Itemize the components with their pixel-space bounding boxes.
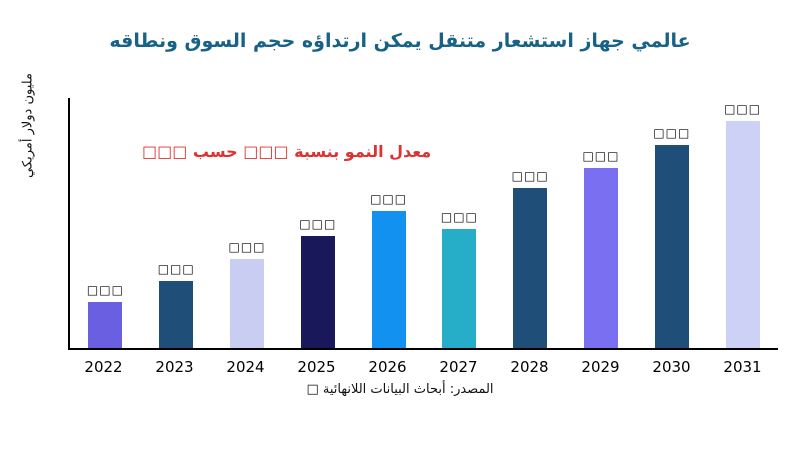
- bar: [583, 168, 618, 348]
- x-tick-label: 2025: [297, 358, 336, 376]
- bar-value-label: □□□: [582, 149, 620, 163]
- x-tick-label: 2030: [652, 358, 691, 376]
- bar-value-label: □□□: [299, 217, 337, 231]
- bar-value-label: □□□: [86, 283, 124, 297]
- bar-value-label: □□□: [440, 210, 478, 224]
- bar: [725, 121, 760, 348]
- bar: [229, 259, 264, 348]
- bar-value-label: □□□: [228, 240, 266, 254]
- x-tick-label: 2029: [581, 358, 620, 376]
- bar-value-label: □□□: [724, 102, 762, 116]
- y-axis-label: مليون دولار أمريكي: [20, 73, 36, 178]
- x-tick-label: 2024: [226, 358, 265, 376]
- bar-column: □□□: [212, 240, 283, 348]
- bar-value-label: □□□: [157, 262, 195, 276]
- source-attribution: المصدر: أبحاث البيانات اللانهائية □: [306, 382, 494, 397]
- bar: [88, 302, 123, 348]
- bar-value-label: □□□: [370, 192, 408, 206]
- x-axis-ticks: 2022 2023 2024 2025 2026 2027 2028 2029 2030 2031: [68, 358, 778, 376]
- chart-zone: معدل النمو بنسبة □□□ حسب □□□ □□□ □□□ □□□ □□…: [68, 98, 778, 376]
- growth-rate-annotation: معدل النمو بنسبة □□□ حسب □□□: [142, 142, 432, 161]
- bar-column: □□□: [707, 102, 778, 348]
- x-tick-label: 2023: [155, 358, 194, 376]
- plot-area: معدل النمو بنسبة □□□ حسب □□□ □□□ □□□ □□□ □□…: [68, 98, 778, 350]
- bar-column: □□□: [424, 210, 495, 348]
- bar-column: □□□: [495, 169, 566, 348]
- bar-value-label: □□□: [653, 126, 691, 140]
- bar-value-label: □□□: [511, 169, 549, 183]
- x-tick-label: 2022: [84, 358, 123, 376]
- bar-column: □□□: [141, 262, 212, 348]
- bar: [513, 188, 548, 348]
- bar-column: □□□: [282, 217, 353, 348]
- bar: [442, 229, 477, 348]
- bar: [654, 145, 689, 348]
- bar: [159, 281, 194, 348]
- x-tick-label: 2026: [368, 358, 407, 376]
- bar-column: □□□: [566, 149, 637, 348]
- bar-column: □□□: [636, 126, 707, 348]
- bar: [371, 211, 406, 348]
- x-tick-label: 2028: [510, 358, 549, 376]
- bar: [300, 236, 335, 348]
- bar-column: □□□: [70, 283, 141, 348]
- bar-column: □□□: [353, 192, 424, 348]
- x-tick-label: 2027: [439, 358, 478, 376]
- chart-title: عالمي جهاز استشعار متنقل يمكن ارتداؤه حج…: [109, 30, 691, 52]
- x-tick-label: 2031: [723, 358, 762, 376]
